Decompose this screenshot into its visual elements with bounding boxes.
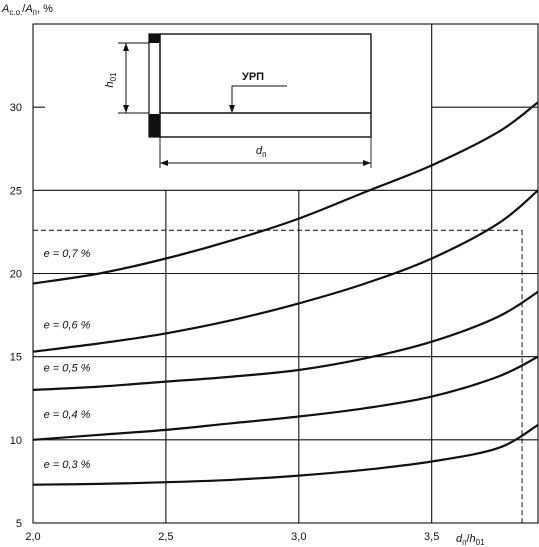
series-curves xyxy=(32,101,539,486)
inset-background xyxy=(118,30,378,175)
h01-arrow-bottom xyxy=(123,105,129,113)
x-tick-label: 3,5 xyxy=(424,531,439,543)
series-label-1: e = 0,6 % xyxy=(44,319,91,331)
series-label-3: e = 0,4 % xyxy=(44,409,91,421)
series-line-2 xyxy=(32,290,539,391)
tick-labels: 2,0 2,5 3,0 3,5 5 10 15 20 25 30 xyxy=(10,102,440,543)
d-arrow-right xyxy=(363,160,371,166)
inset-top-block xyxy=(149,34,160,43)
series-label-2: e = 0,5 % xyxy=(44,363,91,375)
series-label-4: e = 0,3 % xyxy=(44,459,91,471)
h01-label: h01 xyxy=(104,72,118,88)
y-tick-label: 30 xyxy=(10,102,22,114)
h01-arrow-top xyxy=(123,43,129,51)
y-tick-label: 10 xyxy=(10,435,22,447)
series-labels: e = 0,7 % e = 0,6 % e = 0,5 % e = 0,4 % e = … xyxy=(44,248,91,471)
urp-arrow xyxy=(229,105,235,113)
inset-diagram: h01 dп УРП xyxy=(104,30,378,175)
reference-lines xyxy=(33,229,523,523)
series-line-3 xyxy=(32,355,539,441)
y-tick-label: 5 xyxy=(16,518,22,530)
inset-bottom-block xyxy=(149,114,160,137)
y-tick-label: 15 xyxy=(10,352,22,364)
urp-label: УРП xyxy=(242,71,264,83)
series-line-0 xyxy=(32,101,539,285)
d-arrow-left xyxy=(160,160,168,166)
series-label-0: e = 0,7 % xyxy=(44,248,91,260)
series-line-4 xyxy=(32,423,539,486)
x-tick-label: 2,5 xyxy=(158,531,173,543)
d-label: dп xyxy=(256,145,266,159)
grid xyxy=(32,23,539,524)
y-tick-label: 20 xyxy=(10,269,22,281)
urp-leader-line xyxy=(231,85,287,110)
x-axis-title: dп/h01 xyxy=(456,533,485,547)
y-axis-title: Aс.о./Aп, % xyxy=(1,3,53,17)
series-line-1 xyxy=(32,189,539,353)
y-tick-label: 25 xyxy=(10,185,22,197)
x-tick-label: 3,0 xyxy=(291,531,306,543)
x-tick-label: 2,0 xyxy=(25,531,40,543)
